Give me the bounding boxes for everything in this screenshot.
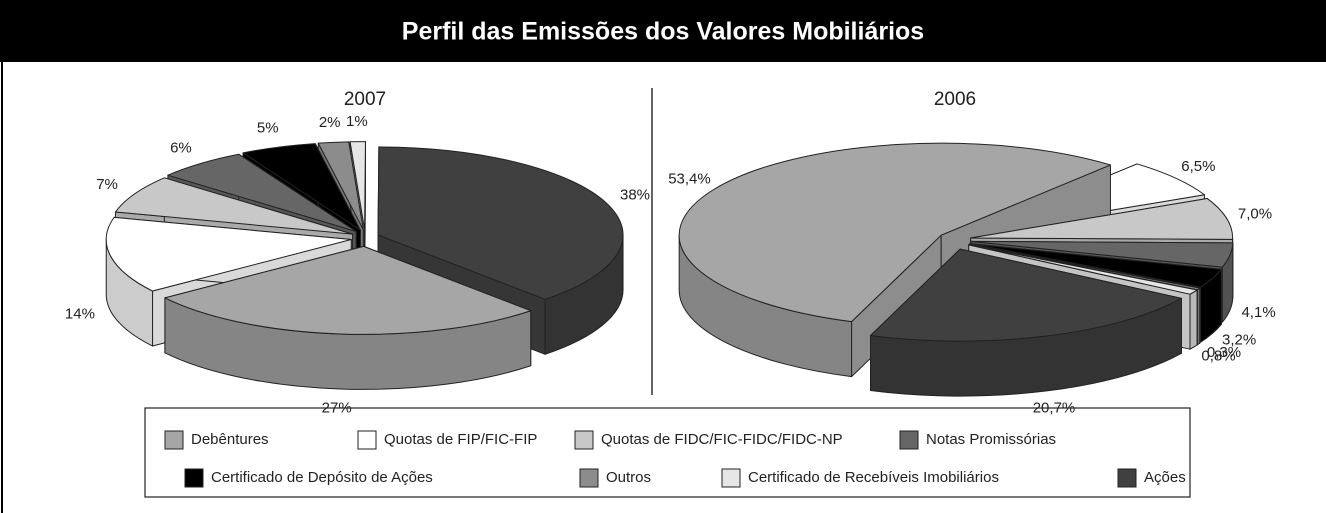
legend-label: Notas Promissórias: [926, 431, 1056, 448]
legend-label: Certificado de Recebíveis Imobiliários: [748, 469, 999, 486]
slice-top: [167, 153, 357, 233]
legend-swatch: [579, 468, 599, 488]
legend-swatch: [357, 430, 377, 450]
data-label: 5%: [257, 120, 279, 137]
data-label: 38%: [620, 187, 650, 204]
slice-top: [377, 146, 624, 300]
data-label: 0,3%: [1207, 344, 1241, 361]
slice-top: [242, 143, 361, 231]
legend-box: [144, 407, 1191, 498]
data-label: 53,4%: [668, 171, 711, 188]
slice-top: [970, 240, 1234, 268]
data-label: 27%: [322, 399, 352, 416]
slice: [870, 248, 1182, 397]
slice-top: [317, 141, 364, 231]
data-label: 0,8%: [1201, 348, 1235, 365]
slice-top: [105, 216, 352, 292]
legend-swatch: [899, 430, 919, 450]
data-label: 7,0%: [1238, 206, 1272, 223]
data-label: 6%: [170, 139, 192, 156]
data-label: 2%: [319, 114, 341, 131]
data-label: 7%: [96, 176, 118, 193]
legend-swatch: [574, 430, 594, 450]
data-label: 4,1%: [1241, 304, 1275, 321]
legend-swatch: [164, 430, 184, 450]
slice-top: [969, 243, 1222, 288]
slice-top: [870, 248, 1182, 342]
legend-label: Certificado de Depósito de Ações: [211, 469, 433, 486]
slice-wall: [1189, 289, 1198, 350]
pie-title: 2006: [934, 89, 976, 110]
data-label: 14%: [65, 305, 95, 322]
legend-label: Debêntures: [191, 431, 269, 448]
slice-top: [349, 141, 366, 231]
legend-label: Outros: [606, 469, 651, 486]
data-label: 1%: [346, 113, 368, 130]
data-label: 20,7%: [1033, 400, 1076, 417]
data-label: 6,5%: [1181, 158, 1215, 175]
slice-top: [164, 245, 532, 335]
legend-label: Quotas de FIP/FIC-FIP: [384, 431, 537, 448]
slice-top: [968, 244, 1198, 295]
legend-swatch: [184, 468, 204, 488]
legend-swatch: [1117, 468, 1137, 488]
title-bar: [0, 0, 1326, 62]
slice: [164, 245, 532, 390]
slice-top: [678, 142, 1111, 323]
pie-title: 2007: [344, 89, 386, 110]
data-label: 3,2%: [1222, 331, 1256, 348]
legend-label: Ações: [1144, 469, 1186, 486]
slice-wall: [1196, 287, 1201, 346]
legend-label: Quotas de FIDC/FIC-FIDC/FIDC-NP: [601, 431, 843, 448]
slice-top: [114, 177, 354, 235]
chart-title: Perfil das Emissões dos Valores Mobiliár…: [402, 18, 924, 46]
slice-top: [970, 198, 1234, 240]
legend-swatch: [721, 468, 741, 488]
